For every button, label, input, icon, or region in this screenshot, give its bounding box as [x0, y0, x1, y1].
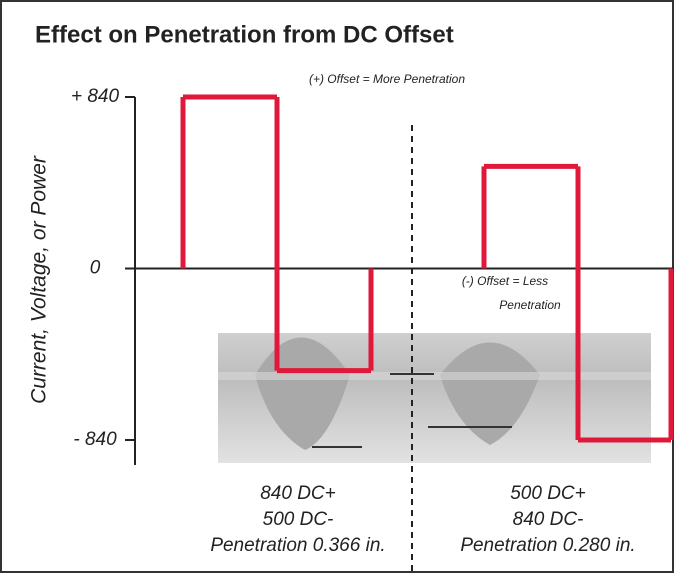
annotation: Penetration: [499, 298, 561, 312]
y-tick-label: 0: [90, 258, 101, 279]
caption: Penetration 0.280 in.: [460, 535, 635, 556]
annotation: (-) Offset = Less: [462, 274, 548, 288]
chart: Effect on Penetration from DC Offset Cur…: [0, 0, 674, 573]
caption: Penetration 0.366 in.: [210, 535, 385, 556]
y-tick-label: + 840: [71, 86, 120, 107]
photo: [218, 333, 651, 463]
caption: 840 DC-: [513, 509, 584, 530]
annotation: (+) Offset = More Penetration: [309, 72, 465, 86]
chart-title: Effect on Penetration from DC Offset: [35, 21, 454, 48]
caption: 500 DC-: [263, 509, 334, 530]
plot: + 840 0 - 840 (+) Offset = More Penetration…: [71, 72, 674, 556]
caption: 500 DC+: [510, 483, 586, 504]
y-tick-label: - 840: [73, 429, 117, 450]
y-axis-label: Current, Voltage, or Power: [28, 155, 51, 404]
caption: 840 DC+: [260, 483, 336, 504]
